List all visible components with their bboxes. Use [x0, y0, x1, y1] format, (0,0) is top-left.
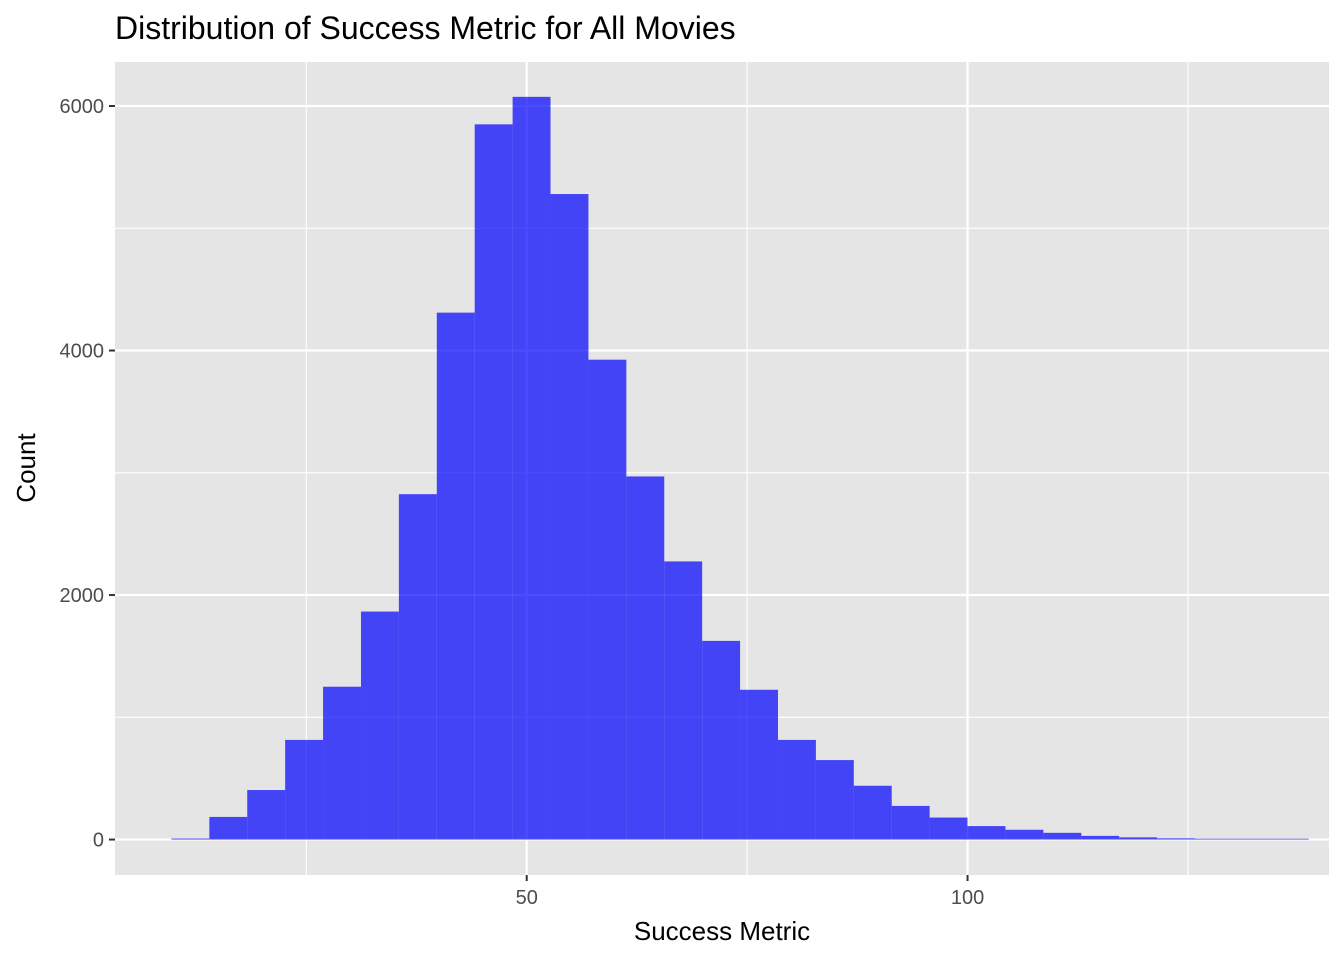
histogram-bar	[209, 816, 248, 840]
histogram-bar	[664, 561, 703, 840]
y-axis-title: Count	[11, 433, 41, 503]
histogram-bar	[777, 739, 816, 840]
histogram-bar	[853, 785, 892, 840]
histogram-bar	[740, 689, 778, 840]
histogram-bar	[398, 494, 437, 840]
histogram-bar	[1157, 838, 1195, 840]
histogram-bar	[360, 611, 399, 840]
y-tick-label: 4000	[60, 341, 105, 363]
histogram-bar	[171, 838, 210, 840]
y-axis: 0 2000 4000 6000	[60, 96, 115, 852]
chart-title: Distribution of Success Metric for All M…	[115, 10, 736, 46]
histogram-bar	[1232, 838, 1271, 840]
histogram-bar	[967, 826, 1006, 840]
histogram-bar	[702, 640, 741, 840]
histogram-bar	[1119, 837, 1158, 840]
histogram-bar	[1043, 832, 1082, 840]
x-tick-label: 100	[951, 887, 984, 909]
x-tick-label: 50	[516, 887, 538, 909]
y-tick-label: 0	[93, 830, 104, 852]
y-tick-label: 6000	[60, 96, 105, 118]
x-axis: 50 100	[516, 875, 984, 909]
histogram-bar	[247, 790, 286, 840]
histogram-bar	[588, 359, 627, 840]
histogram-bar	[512, 96, 551, 840]
histogram-bar	[436, 312, 475, 840]
histogram-bar	[285, 739, 324, 840]
histogram-bar	[1081, 835, 1120, 840]
histogram-bar	[474, 124, 513, 840]
x-axis-title: Success Metric	[634, 916, 810, 946]
histogram-bar	[550, 194, 589, 840]
histogram-bar	[891, 805, 930, 840]
histogram-bar	[1005, 829, 1044, 840]
histogram-bar	[1194, 838, 1233, 840]
histogram-bar	[626, 476, 665, 840]
histogram-bars	[171, 96, 1309, 840]
y-tick-label: 2000	[60, 585, 105, 607]
histogram-bar	[929, 817, 968, 840]
histogram-bar	[815, 760, 854, 840]
histogram-bar	[1270, 838, 1309, 840]
histogram-bar	[323, 686, 361, 840]
